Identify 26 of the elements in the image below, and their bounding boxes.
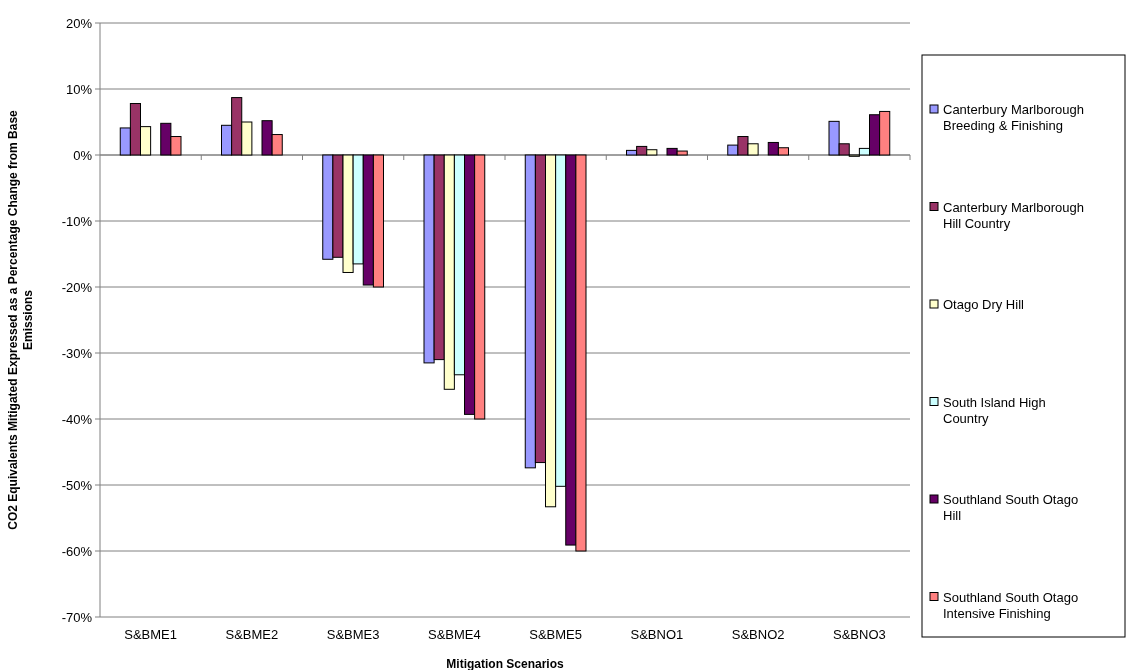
y-tick-label: 0% (73, 147, 93, 163)
x-tick-label: S&BME2 (225, 627, 279, 642)
y-tick-label: -70% (61, 609, 93, 625)
legend-label: Canterbury Marlborough Hill Country (943, 199, 1084, 231)
x-axis-title: Mitigation Scenarios (446, 657, 564, 670)
y-tick-label: -40% (61, 411, 93, 427)
legend-label: Southland South Otago Hill (943, 492, 1079, 523)
y-tick-label: 10% (65, 81, 93, 97)
x-tick-label: S&BME5 (529, 627, 582, 642)
y-axis-title: CO2 Equivalents Mitigated Expressed as a Percentage Change from Base Emissions (5, 109, 35, 530)
y-tick-label: -10% (61, 213, 93, 229)
x-tick-label: S&BME1 (124, 627, 177, 642)
y-tick-label: -20% (61, 279, 93, 295)
y-tick-label: -50% (61, 477, 93, 493)
x-tick-label: S&BNO2 (731, 627, 785, 642)
x-tick-label: S&BNO3 (833, 627, 886, 642)
y-tick-label: -60% (61, 543, 93, 559)
y-tick-label: 20% (65, 15, 93, 31)
x-tick-label: S&BNO1 (630, 627, 684, 642)
legend-label: Canterbury Marlborough Breeding & Finishing (943, 102, 1084, 133)
legend-label: South Island High Country (943, 394, 1046, 426)
x-tick-label: S&BME3 (326, 627, 380, 642)
legend-label: Southland South Otago Intensive Finishing (943, 589, 1079, 621)
y-tick-label: -30% (61, 345, 93, 361)
x-tick-label: S&BME4 (428, 627, 481, 642)
legend-label: Otago Dry Hill (943, 297, 1025, 312)
